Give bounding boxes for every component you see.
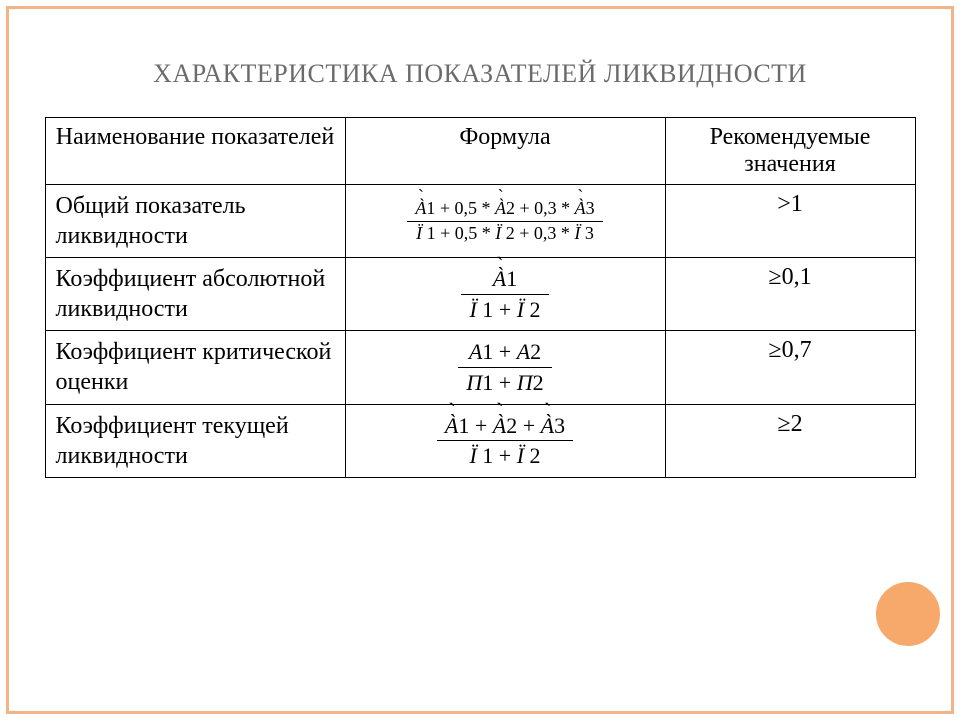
indicator-name: Общий показатель ликвидности xyxy=(45,185,345,258)
indicator-formula: À1Ï 1 + Ï 2 xyxy=(345,258,665,331)
slide-title: ХАРАКТЕРИСТИКА ПОКАЗАТЕЛЕЙ ЛИКВИДНОСТИ xyxy=(49,59,911,89)
table-row: Коэффициент абсолютной ликвидностиÀ1Ï 1 … xyxy=(45,258,915,331)
indicator-recommended: >1 xyxy=(665,185,915,258)
slide-frame: ХАРАКТЕРИСТИКА ПОКАЗАТЕЛЕЙ ЛИКВИДНОСТИ Н… xyxy=(6,6,954,714)
indicator-name: Коэффициент абсолютной ликвидности xyxy=(45,258,345,331)
decor-circle-icon xyxy=(873,579,943,649)
col-header-name: Наименование показателей xyxy=(45,118,345,185)
table-row: Общий показатель ликвидностиÀ1 + 0,5 * À… xyxy=(45,185,915,258)
table-body: Общий показатель ликвидностиÀ1 + 0,5 * À… xyxy=(45,185,915,478)
indicator-recommended: ≥0,7 xyxy=(665,331,915,404)
col-header-rec: Рекомендуемые значения xyxy=(665,118,915,185)
indicator-name: Коэффициент критической оценки xyxy=(45,331,345,404)
table-row: Коэффициент текущей ликвидностиÀ1 + À2 +… xyxy=(45,404,915,477)
liquidity-table: Наименование показателей Формула Рекомен… xyxy=(45,117,916,478)
indicator-recommended: ≥2 xyxy=(665,404,915,477)
indicator-formula: À1 + À2 + À3Ï 1 + Ï 2 xyxy=(345,404,665,477)
table-row: Коэффициент критической оценкиА1 + А2П1 … xyxy=(45,331,915,404)
indicator-recommended: ≥0,1 xyxy=(665,258,915,331)
indicator-name: Коэффициент текущей ликвидности xyxy=(45,404,345,477)
indicator-formula: А1 + А2П1 + П2 xyxy=(345,331,665,404)
table-header-row: Наименование показателей Формула Рекомен… xyxy=(45,118,915,185)
col-header-formula: Формула xyxy=(345,118,665,185)
indicator-formula: À1 + 0,5 * À2 + 0,3 * À3Ï 1 + 0,5 * Ï 2 … xyxy=(345,185,665,258)
